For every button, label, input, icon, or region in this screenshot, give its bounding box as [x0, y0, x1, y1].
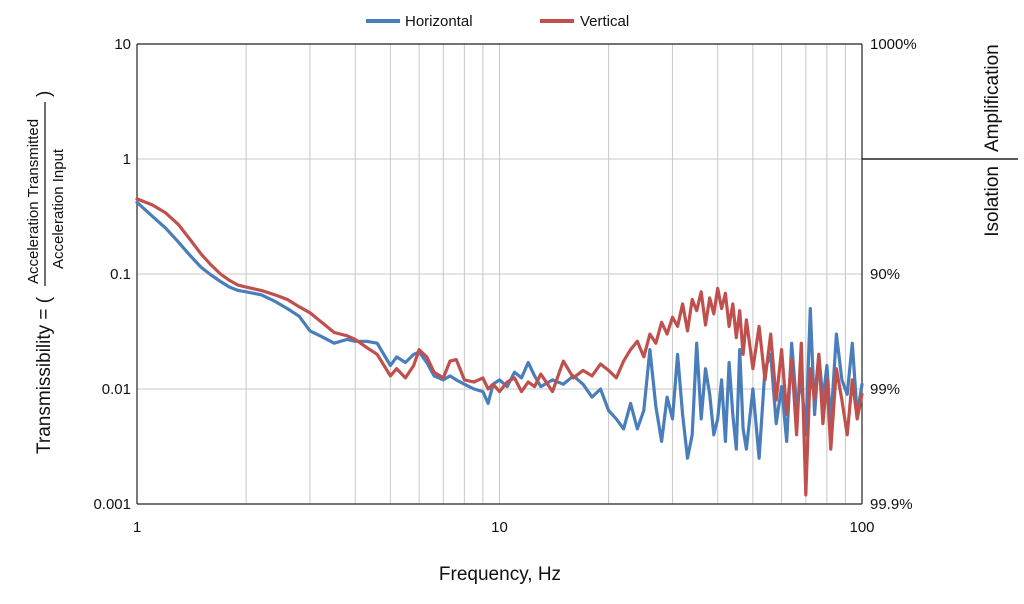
y-axis-title: Transmissibility = ( Acceleration Transm… — [25, 91, 67, 454]
grid-lines — [137, 44, 862, 504]
legend-label-horizontal: Horizontal — [405, 13, 473, 30]
x-axis-title: Frequency, Hz — [439, 564, 561, 585]
x-tick-labels: 1 10 100 — [133, 519, 875, 536]
series-line-horizontal — [135, 200, 864, 460]
legend: Horizontal Vertical — [366, 13, 629, 30]
y-tick-labels: 10 1 0.1 0.01 0.001 — [93, 36, 131, 513]
right-tick-label: 99% — [870, 381, 900, 398]
amplification-label: Amplification — [982, 44, 1003, 152]
y-tick-label: 0.1 — [110, 266, 131, 283]
right-tick-labels: 1000% 90% 99% 99.9% — [870, 36, 917, 513]
series-layer — [135, 197, 864, 497]
x-tick-label: 100 — [849, 519, 874, 536]
x-tick-label: 10 — [491, 519, 508, 536]
y-axis-title-suffix: ) — [34, 91, 55, 97]
y-tick-label: 1 — [123, 151, 131, 168]
isolation-label: Isolation — [982, 166, 1003, 237]
legend-label-vertical: Vertical — [580, 13, 629, 30]
y-tick-label: 0.01 — [102, 381, 131, 398]
y-tick-label: 10 — [114, 36, 131, 53]
y-tick-label: 0.001 — [93, 496, 131, 513]
right-tick-label: 1000% — [870, 36, 917, 53]
right-tick-label: 99.9% — [870, 496, 913, 513]
series-line-vertical — [135, 197, 864, 497]
right-tick-label: 90% — [870, 266, 900, 283]
y-axis-title-prefix: Transmissibility = ( — [34, 296, 55, 454]
x-tick-label: 1 — [133, 519, 141, 536]
y-axis-denominator: Acceleration Input — [50, 148, 67, 269]
y-axis-numerator: Acceleration Transmitted — [25, 119, 42, 284]
